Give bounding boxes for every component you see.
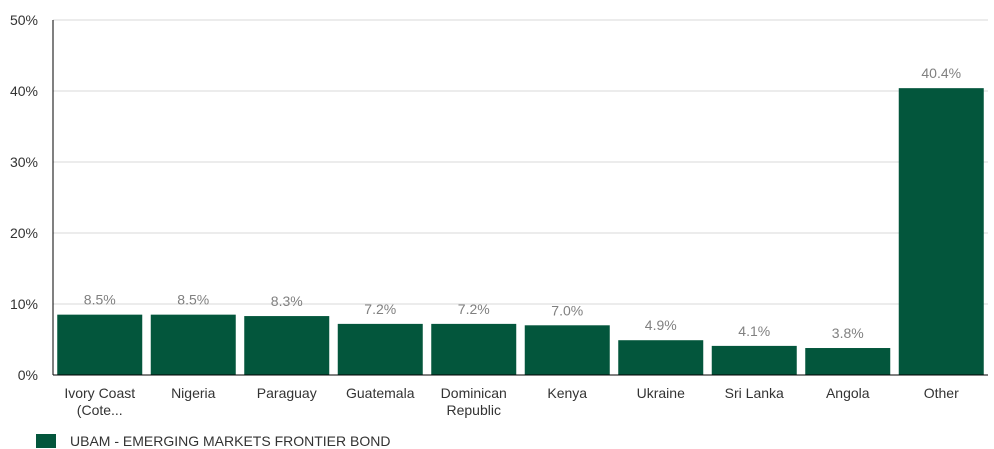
bar (524, 325, 610, 375)
bar (711, 345, 797, 375)
bars (57, 88, 984, 375)
y-tick-label: 10% (10, 296, 38, 312)
legend-label: UBAM - EMERGING MARKETS FRONTIER BOND (70, 433, 391, 449)
axes (52, 20, 988, 376)
category-label: Sri Lanka (725, 385, 784, 401)
category-label: Kenya (547, 385, 587, 401)
category-label: Paraguay (257, 385, 317, 401)
grid-lines (53, 19, 988, 305)
category-label: Angola (826, 385, 870, 401)
bar (431, 323, 517, 375)
bar (150, 314, 236, 375)
labels: 0% 10% 20% 30% 40% 50% 8.5% Ivory Coast (Cote...… (10, 12, 961, 418)
legend-swatch (36, 434, 56, 448)
category-label: Other (924, 385, 959, 401)
data-label: 8.3% (271, 293, 303, 309)
category-label: Guatemala (346, 385, 415, 401)
bar (337, 323, 423, 375)
y-tick-label: 0% (18, 367, 38, 383)
data-label: 3.8% (832, 325, 864, 341)
category-label: Dominican Republic (441, 385, 507, 418)
data-label: 7.2% (364, 301, 396, 317)
data-label: 7.0% (551, 302, 583, 318)
y-tick-label: 50% (10, 12, 38, 28)
bar (805, 348, 891, 375)
data-label: 4.9% (645, 317, 677, 333)
y-tick-label: 40% (10, 83, 38, 99)
legend: UBAM - EMERGING MARKETS FRONTIER BOND (36, 433, 390, 449)
data-label: 8.5% (177, 292, 209, 308)
category-label: Ukraine (637, 385, 685, 401)
y-tick-label: 20% (10, 225, 38, 241)
bar (618, 340, 704, 375)
category-label: Nigeria (171, 385, 216, 401)
bar (898, 88, 984, 375)
data-label: 40.4% (921, 65, 961, 81)
data-label: 8.5% (84, 292, 116, 308)
bar (57, 314, 143, 375)
category-label: Ivory Coast (Cote... (64, 385, 135, 418)
bar (244, 316, 330, 375)
data-label: 4.1% (738, 323, 770, 339)
y-tick-label: 30% (10, 154, 38, 170)
data-label: 7.2% (458, 301, 490, 317)
